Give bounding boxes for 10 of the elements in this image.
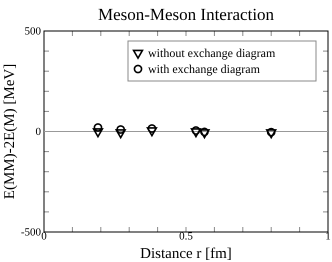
legend-label: without exchange diagram bbox=[148, 46, 276, 60]
chart-title: Meson-Meson Interaction bbox=[98, 5, 275, 24]
y-tick-label: 500 bbox=[24, 26, 42, 38]
y-tick-label: 0 bbox=[36, 126, 42, 138]
x-tick-label: 0.5 bbox=[179, 230, 194, 242]
y-tick-label: -500 bbox=[20, 226, 42, 239]
y-axis-title: E(MM)-2E(M) [MeV] bbox=[2, 64, 18, 200]
legend-label: with exchange diagram bbox=[148, 62, 261, 76]
x-tick-label: 1 bbox=[325, 230, 331, 242]
x-axis-title: Distance r [fm] bbox=[140, 246, 232, 262]
